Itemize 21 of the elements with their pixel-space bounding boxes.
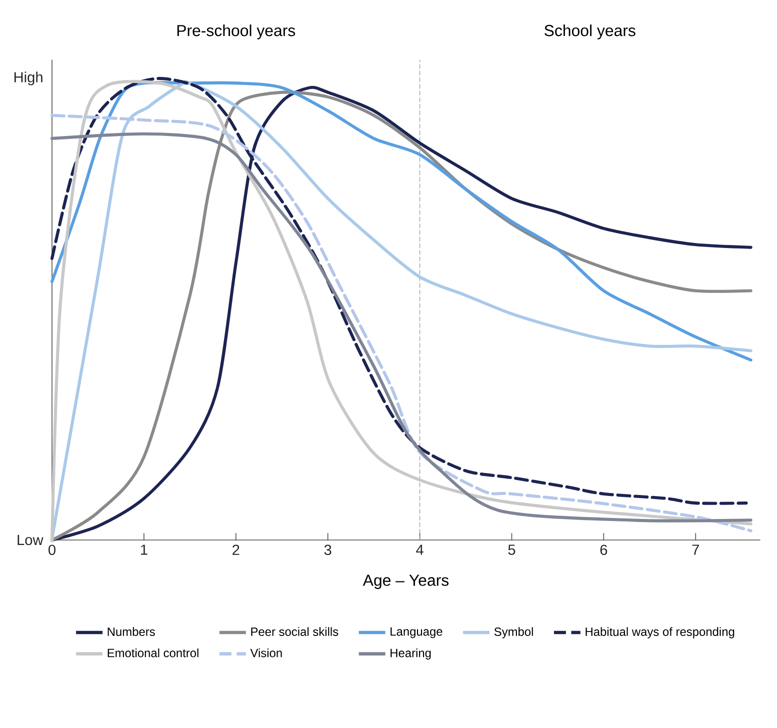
legend-label: Vision [250,648,282,658]
legend-label: Habitual ways of responding [586,627,734,638]
x-tick-label: 7 [692,544,699,555]
legend-label: Peer social skills [251,627,338,636]
text: High [14,72,42,86]
legend-label: Hearing [390,648,431,660]
x-axis-title: Age – Years [362,574,449,590]
legend-label: Symbol [494,627,533,638]
x-tick-label: 4 [416,544,424,555]
x-tick-label: 5 [508,544,516,555]
legend-label: Language [390,627,442,638]
text: Low [18,534,44,546]
x-tick-label: 6 [600,544,608,556]
x-tick-label: 1 [140,544,148,555]
x-tick-label: 3 [324,544,332,556]
legend-label: Emotional control [108,648,198,658]
x-tick-label: 2 [232,544,240,555]
text: Pre-school years [177,24,296,40]
text: School years [544,24,636,40]
x-tick-label: 0 [48,544,56,556]
legend-label: Numbers [108,627,155,636]
